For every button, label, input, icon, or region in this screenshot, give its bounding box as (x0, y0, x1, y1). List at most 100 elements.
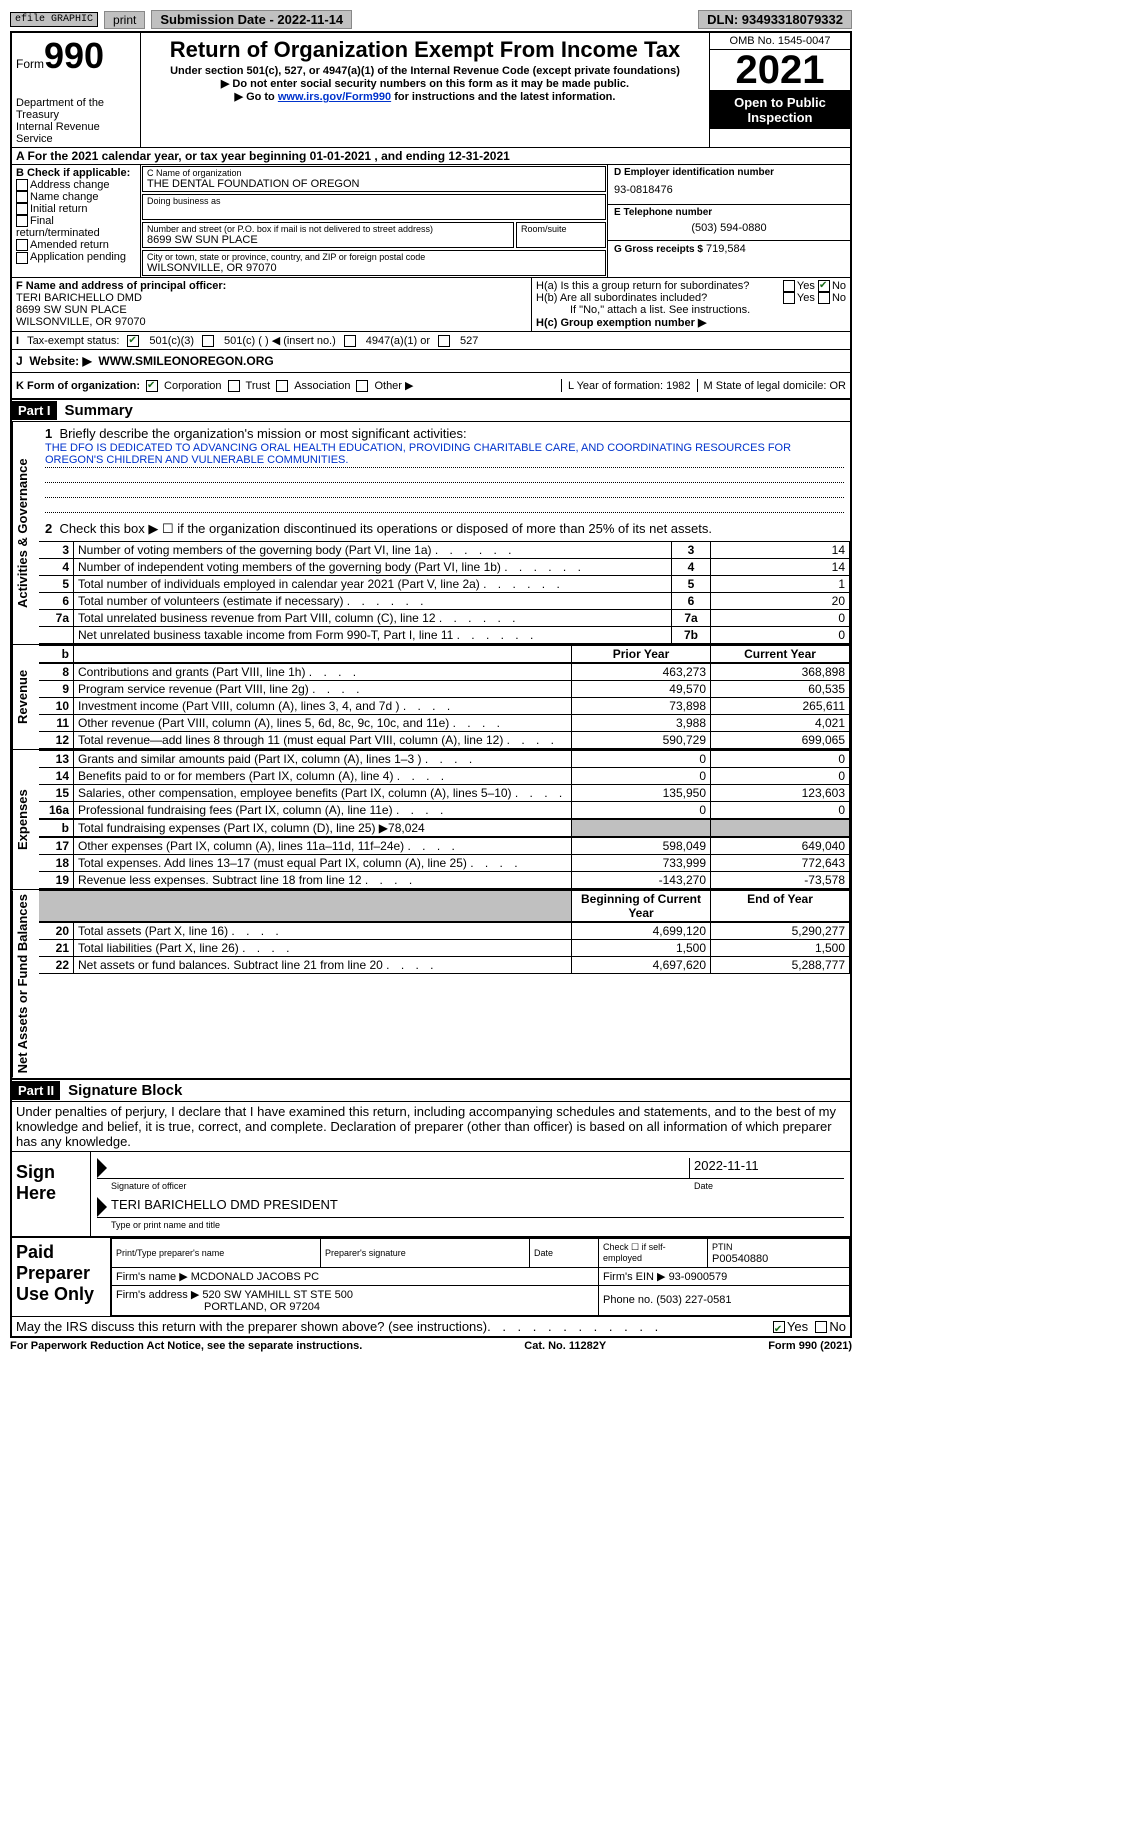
efile-topbar: efile GRAPHIC print Submission Date - 20… (10, 10, 852, 29)
ck-other[interactable] (356, 380, 368, 392)
dba-box: Doing business as (142, 194, 606, 220)
room-suite-box: Room/suite (516, 222, 606, 248)
ck-address-change[interactable]: Address change (16, 179, 136, 191)
ck-initial-return[interactable]: Initial return (16, 203, 136, 215)
phone-value: (503) 594-0880 (614, 218, 844, 238)
sig-name: TERI BARICHELLO DMD PRESIDENT (111, 1197, 338, 1217)
ein-label: D Employer identification number (614, 167, 844, 178)
sig-date-label: Date (694, 1181, 844, 1191)
side-netassets: Net Assets or Fund Balances (12, 890, 39, 1077)
officer-addr2: WILSONVILLE, OR 97070 (16, 316, 527, 328)
row-i: I Tax-exempt status: 501(c)(3) 501(c) ( … (10, 331, 852, 349)
subtitle-2: ▶ Do not enter social security numbers o… (145, 77, 705, 90)
part1-title: Summary (57, 400, 141, 421)
firm-name: MCDONALD JACOBS PC (191, 1271, 319, 1283)
line2-text: Check this box ▶ ☐ if the organization d… (59, 521, 712, 536)
netassets-table: 20 Total assets (Part X, line 16) . . . … (39, 922, 850, 974)
page-footer: For Paperwork Reduction Act Notice, see … (10, 1338, 852, 1354)
efile-graphic-label: efile GRAPHIC (10, 12, 98, 27)
ptin-value: P00540880 (712, 1253, 768, 1265)
expenses-table: 13 Grants and similar amounts paid (Part… (39, 750, 850, 819)
ck-discuss-no[interactable] (815, 1321, 827, 1333)
sig-date: 2022-11-11 (689, 1158, 844, 1178)
officer-name: TERI BARICHELLO DMD (16, 292, 527, 304)
revenue-header: b Prior Year Current Year (39, 645, 850, 663)
street-box: Number and street (or P.O. box if mail i… (142, 222, 514, 248)
part-1: Part I Summary Activities & Governance 1… (10, 400, 852, 1079)
mission-text: THE DFO IS DEDICATED TO ADVANCING ORAL H… (45, 441, 844, 468)
city-state-zip: WILSONVILLE, OR 97070 (147, 262, 601, 274)
open-to-public: Open to Public Inspection (710, 91, 850, 129)
row-fh: F Name and address of principal officer:… (10, 277, 852, 331)
ck-amended-return[interactable]: Amended return (16, 239, 136, 251)
firm-addr1: 520 SW YAMHILL ST STE 500 (202, 1289, 353, 1301)
gross-receipts: G Gross receipts $ 719,584 (614, 243, 844, 255)
firm-phone: (503) 227-0581 (656, 1294, 731, 1306)
form-number: Form990 (16, 35, 136, 77)
ck-association[interactable] (276, 380, 288, 392)
sign-here-label: Sign Here (12, 1152, 91, 1236)
expenses-table2: 17 Other expenses (Part IX, column (A), … (39, 837, 850, 889)
org-name: THE DENTAL FOUNDATION OF OREGON (147, 178, 601, 190)
dln-number: DLN: 93493318079332 (698, 10, 852, 29)
officer-addr1: 8699 SW SUN PLACE (16, 304, 527, 316)
website-value: WWW.SMILEONOREGON.ORG (98, 354, 273, 368)
h-b-note: If "No," attach a list. See instructions… (536, 304, 846, 316)
form-header: Form990 Department of the Treasury Inter… (10, 31, 852, 147)
state-domicile: M State of legal domicile: OR (697, 379, 846, 392)
firm-addr2: PORTLAND, OR 97204 (116, 1301, 320, 1313)
section-bcd: B Check if applicable: Address change Na… (10, 165, 852, 277)
print-button[interactable]: print (104, 11, 145, 29)
revenue-table: 8 Contributions and grants (Part VIII, l… (39, 663, 850, 749)
firm-ein: 93-0900579 (669, 1271, 728, 1283)
ck-discuss-yes[interactable] (773, 1321, 785, 1333)
ck-corporation[interactable] (146, 380, 158, 392)
arrow-icon (97, 1158, 107, 1178)
city-box: City or town, state or province, country… (142, 250, 606, 276)
part1-header: Part I (12, 401, 57, 420)
ck-application-pending[interactable]: Application pending (16, 251, 136, 263)
discuss-question: May the IRS discuss this return with the… (16, 1319, 487, 1334)
ty-end: 12-31-2021 (448, 149, 509, 163)
preparer-table: Print/Type preparer's name Preparer's si… (111, 1238, 850, 1316)
netassets-header: Beginning of Current Year End of Year (39, 890, 850, 922)
h-c: H(c) Group exemption number ▶ (536, 316, 846, 329)
tax-status-label: Tax-exempt status: (27, 335, 119, 347)
ck-501c[interactable] (202, 335, 214, 347)
h-b: H(b) Are all subordinates included? Yes … (536, 292, 846, 304)
ck-4947[interactable] (344, 335, 356, 347)
subtitle-1: Under section 501(c), 527, or 4947(a)(1)… (145, 65, 705, 77)
ck-trust[interactable] (228, 380, 240, 392)
footer-mid: Cat. No. 11282Y (524, 1340, 606, 1352)
f-label: F Name and address of principal officer: (16, 280, 527, 292)
org-name-box: C Name of organization THE DENTAL FOUNDA… (142, 166, 606, 192)
phone-label: E Telephone number (614, 207, 844, 218)
footer-right: Form 990 (2021) (768, 1340, 852, 1352)
h-a: H(a) Is this a group return for subordin… (536, 280, 846, 292)
tax-year: 2021 (710, 50, 850, 91)
line-b: b Total fundraising expenses (Part IX, c… (39, 819, 850, 837)
irs-link[interactable]: www.irs.gov/Form990 (278, 91, 391, 103)
sig-name-label: Type or print name and title (97, 1220, 844, 1230)
governance-table: 3 Number of voting members of the govern… (39, 541, 850, 644)
k-label: K Form of organization: (16, 380, 140, 392)
ck-name-change[interactable]: Name change (16, 191, 136, 203)
paid-preparer-label: Paid Preparer Use Only (12, 1238, 111, 1316)
part2-title: Signature Block (60, 1080, 190, 1101)
year-formation: L Year of formation: 1982 (561, 379, 691, 392)
form-prefix: Form (16, 57, 44, 71)
gross-receipts-value: 719,584 (706, 243, 746, 255)
ein-value: 93-0818476 (614, 178, 844, 202)
subtitle-3: ▶ Go to www.irs.gov/Form990 for instruct… (145, 90, 705, 103)
sig-officer-label: Signature of officer (97, 1181, 694, 1191)
side-expenses: Expenses (12, 750, 39, 889)
dept-treasury: Department of the Treasury Internal Reve… (16, 97, 136, 145)
arrow-icon (97, 1197, 107, 1217)
form-990: 990 (44, 35, 104, 76)
side-governance: Activities & Governance (12, 422, 39, 644)
street-address: 8699 SW SUN PLACE (147, 234, 509, 246)
ck-527[interactable] (438, 335, 450, 347)
part2-header: Part II (12, 1081, 60, 1100)
ck-final-return[interactable]: Final return/terminated (16, 215, 136, 239)
ck-501c3[interactable] (127, 335, 139, 347)
